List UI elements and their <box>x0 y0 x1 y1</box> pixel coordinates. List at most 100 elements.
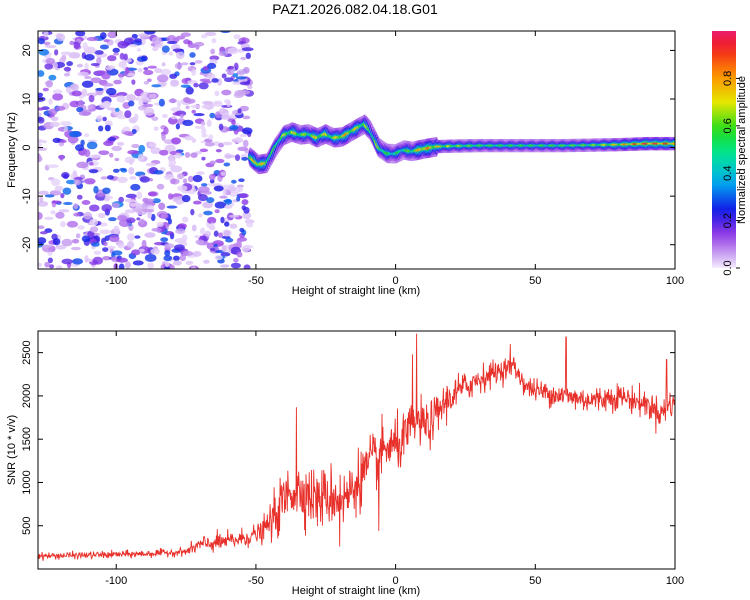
noise-cell <box>168 51 173 56</box>
noise-cell <box>224 198 233 205</box>
noise-cell <box>61 172 70 179</box>
noise-cell <box>206 119 212 127</box>
snr-x-label: Height of straight line (km) <box>292 585 420 597</box>
noise-cell <box>63 125 69 133</box>
colorbar-label: Normalized spectral amplitude <box>736 76 748 224</box>
noise-cell <box>139 218 145 225</box>
noise-cell <box>122 126 131 133</box>
noise-cell <box>126 240 135 249</box>
x-tick-label: 100 <box>666 275 684 287</box>
spectrogram-x-ticks: -100 -50 0 50 100 <box>105 31 684 287</box>
noise-cell <box>101 72 111 80</box>
noise-cell <box>63 72 70 77</box>
noise-cell <box>126 93 136 102</box>
noise-cell <box>156 221 164 227</box>
noise-cell <box>229 124 239 131</box>
noise-cell <box>69 40 75 46</box>
noise-cell <box>147 65 158 69</box>
noise-cell <box>170 115 177 120</box>
noise-cell <box>241 245 251 253</box>
noise-cell <box>136 191 143 200</box>
noise-cell <box>231 179 237 184</box>
noise-cell <box>107 137 117 142</box>
noise-cell <box>103 241 108 247</box>
noise-cell <box>124 261 131 269</box>
noise-cell <box>97 212 106 219</box>
x-tick-label: 50 <box>529 575 541 587</box>
noise-cell <box>207 62 217 70</box>
noise-cell <box>163 173 175 181</box>
noise-cell <box>50 116 59 121</box>
noise-cell <box>141 239 147 248</box>
noise-cell <box>221 89 232 96</box>
noise-cell <box>114 107 120 112</box>
noise-cell <box>39 231 48 235</box>
noise-cell <box>66 220 79 228</box>
noise-cell <box>63 66 72 72</box>
x-tick-label: -100 <box>105 575 127 587</box>
colorbar: 0.0 0.2 0.4 0.6 0.8 Normalized spectral ampl… <box>712 31 748 276</box>
noise-cell <box>173 244 185 251</box>
noise-cell <box>161 62 166 67</box>
noise-cell <box>129 176 137 180</box>
noise-cell <box>38 200 49 207</box>
noise-cell <box>199 148 209 153</box>
noise-cell <box>209 160 216 165</box>
noise-cell <box>43 31 49 38</box>
x-tick-label: -50 <box>248 275 264 287</box>
noise-cell <box>131 33 138 39</box>
noise-cell <box>197 194 208 202</box>
noise-cell <box>158 98 165 107</box>
noise-cell <box>124 156 136 164</box>
noise-cell <box>213 185 224 192</box>
noise-cell <box>239 105 249 112</box>
noise-cell <box>70 246 81 251</box>
noise-cell <box>69 100 81 108</box>
noise-cell <box>103 140 114 147</box>
noise-cell <box>49 190 62 196</box>
noise-cell <box>239 227 245 233</box>
noise-cell <box>152 198 161 204</box>
noise-cell <box>147 211 152 219</box>
noise-cell <box>116 115 127 120</box>
noise-cell <box>237 146 249 152</box>
noise-cell <box>50 210 56 215</box>
noise-cell <box>99 44 109 50</box>
noise-cell <box>45 80 54 88</box>
noise-cell <box>237 108 242 114</box>
y-tick-label: -20 <box>21 237 33 253</box>
noise-cell <box>112 168 120 173</box>
noise-cell <box>139 176 150 183</box>
noise-cell <box>172 48 185 52</box>
noise-cell <box>82 42 88 51</box>
noise-cell <box>194 235 201 239</box>
noise-cell <box>190 152 198 158</box>
noise-cell <box>220 171 226 176</box>
noise-cell <box>38 70 45 77</box>
noise-cell <box>38 154 42 162</box>
noise-cell <box>60 193 65 199</box>
noise-cell <box>138 33 150 38</box>
noise-cell <box>228 214 239 218</box>
noise-cell <box>246 221 254 228</box>
noise-cell <box>39 196 44 203</box>
noise-cell <box>181 216 189 223</box>
noise-cell <box>136 48 142 52</box>
noise-cell <box>153 126 159 131</box>
noise-cell <box>90 62 100 67</box>
noise-cell <box>191 69 197 76</box>
noise-cell <box>136 217 141 221</box>
noise-cell <box>241 47 254 52</box>
snr-x-ticks: -100 -50 0 50 100 <box>105 331 684 587</box>
noise-cell <box>41 244 53 248</box>
ridge-cell <box>671 142 675 145</box>
noise-cell <box>124 198 136 203</box>
noise-cell <box>143 103 154 108</box>
noise-cell <box>151 84 162 88</box>
noise-cell <box>219 264 230 268</box>
noise-cell <box>185 260 194 265</box>
noise-cell <box>201 34 208 39</box>
noise-cell <box>233 34 241 40</box>
noise-cell <box>161 113 168 119</box>
noise-cell <box>172 112 182 116</box>
